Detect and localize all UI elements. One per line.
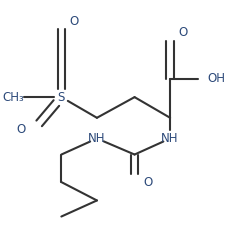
Text: O: O (143, 176, 152, 188)
Text: NH: NH (88, 132, 106, 145)
Text: O: O (16, 123, 26, 136)
Text: O: O (70, 15, 79, 28)
Text: CH₃: CH₃ (2, 91, 24, 104)
Text: O: O (178, 26, 188, 39)
Text: OH: OH (208, 72, 226, 85)
Text: NH: NH (161, 132, 179, 145)
Text: S: S (58, 91, 65, 104)
